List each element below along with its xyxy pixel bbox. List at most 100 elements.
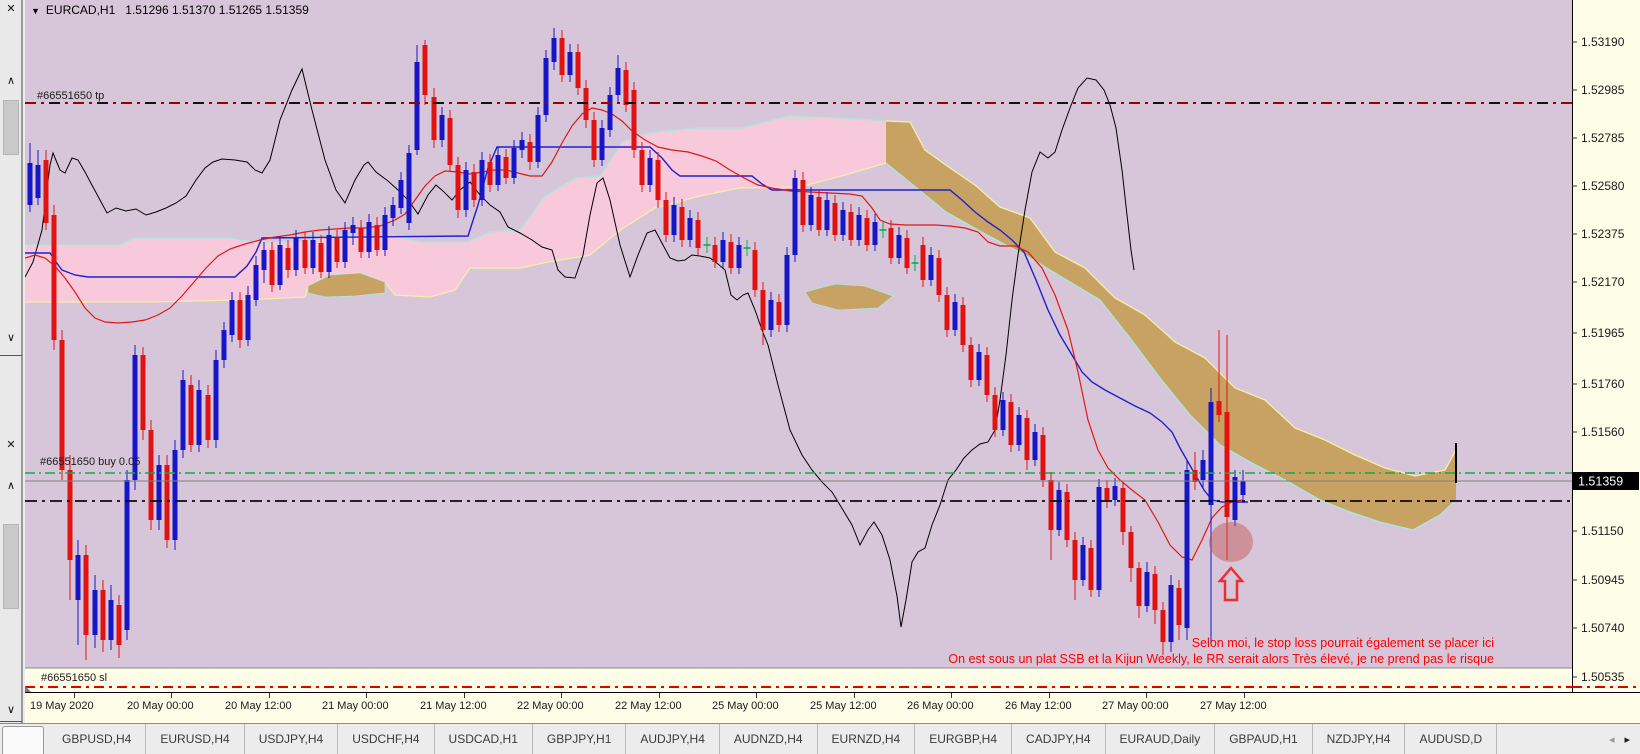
symbol-tab-cadjpy-h4[interactable]: CADJPY,H4: [1012, 724, 1106, 754]
highlight-circle: [1209, 522, 1253, 562]
symbol-tab-gbpjpy-h1[interactable]: GBPJPY,H1: [533, 724, 627, 754]
close-icon[interactable]: ✕: [2, 438, 20, 453]
kijun-sen-line: [25, 146, 1248, 503]
candle-body: [237, 300, 243, 340]
candle-body: [1016, 415, 1022, 445]
price-chart-canvas[interactable]: [25, 0, 1572, 692]
price-tick-label: 1.51150: [1581, 524, 1624, 538]
candle-body: [188, 385, 194, 445]
candle-body: [832, 203, 838, 235]
tab-scroll-right-icon[interactable]: ▸: [1624, 733, 1630, 746]
candle-body: [342, 230, 348, 262]
time-tick: [951, 693, 952, 698]
candle-body: [43, 160, 49, 223]
candle-body: [495, 155, 501, 185]
kumo-cloud-pink: [25, 116, 886, 302]
candle-body: [1040, 435, 1046, 480]
candle-body: [840, 210, 846, 235]
candle-body: [382, 215, 388, 250]
candle-body: [100, 590, 106, 640]
candle-body: [1048, 480, 1054, 530]
symbol-tab-audusd-d[interactable]: AUDUSD,D: [1405, 724, 1498, 754]
candle-body: [800, 180, 806, 225]
price-tick-label: 1.50945: [1581, 573, 1625, 587]
candle-body: [752, 250, 758, 290]
candle-body: [285, 248, 291, 270]
price-tick-label: 1.52170: [1581, 275, 1625, 289]
candle-body: [422, 45, 428, 95]
symbol-tab-gbpusd-h4[interactable]: GBPUSD,H4: [48, 724, 147, 754]
candle-body: [479, 160, 485, 200]
candle-body: [1080, 545, 1086, 580]
current-price-tag-text: 1.51359: [1578, 475, 1623, 489]
candle-body: [293, 238, 299, 270]
symbol-tab-gbpaud-h1[interactable]: GBPAUD,H1: [1215, 724, 1313, 754]
time-tick-label: 19 May 2020: [30, 700, 94, 712]
candle-body: [535, 115, 541, 162]
scroll-up-icon[interactable]: ∧: [2, 74, 20, 89]
candle-body: [196, 390, 202, 445]
symbol-tab-usdjpy-h4[interactable]: USDJPY,H4: [245, 724, 339, 754]
symbol-tab-usdchf-h4[interactable]: USDCHF,H4: [338, 724, 435, 754]
symbol-tab-eurgbp-h4[interactable]: EURGBP,H4: [915, 724, 1013, 754]
candle-body: [992, 395, 998, 430]
candle-body: [1120, 488, 1126, 532]
scrollbar-thumb[interactable]: [3, 524, 19, 609]
candle-body: [736, 245, 742, 268]
panel-divider: [0, 721, 22, 722]
candle-body: [414, 62, 420, 150]
candle-body: [968, 345, 974, 380]
candle-body: [591, 120, 597, 160]
candle-body: [1128, 532, 1134, 568]
scroll-down-icon[interactable]: ∨: [2, 703, 20, 718]
candle-body: [808, 195, 814, 225]
time-tick-label: 20 May 12:00: [225, 700, 292, 712]
price-axis[interactable]: 1.53190 1.52985 1.52785 1.52580 1.52375 1.521…: [1572, 0, 1640, 692]
candle-body: [1032, 432, 1038, 460]
candle-body: [431, 97, 437, 140]
candle-body: [848, 212, 854, 240]
time-tick-label: 22 May 00:00: [517, 700, 584, 712]
candle-body: [559, 38, 565, 75]
candle-body: [615, 68, 621, 95]
candle-body: [59, 340, 65, 470]
symbol-tab-usdcad-h1[interactable]: USDCAD,H1: [435, 724, 533, 754]
candle-body: [132, 355, 138, 480]
time-tick: [561, 693, 562, 698]
close-icon[interactable]: ✕: [2, 2, 20, 17]
active-chart-tab[interactable]: [2, 726, 44, 754]
candle-body: [792, 178, 798, 255]
time-tick-label: 25 May 12:00: [810, 700, 877, 712]
scrollbar-thumb[interactable]: [3, 100, 19, 155]
time-tick: [1146, 693, 1147, 698]
symbol-tab-euraud-daily[interactable]: EURAUD,Daily: [1106, 724, 1216, 754]
time-tick-label: 27 May 12:00: [1200, 700, 1267, 712]
candle-body: [253, 265, 259, 300]
symbol-tab-audnzd-h4[interactable]: AUDNZD,H4: [720, 724, 818, 754]
bottom-margin-strip: [25, 668, 1572, 692]
time-tick: [74, 693, 75, 698]
price-tick-label: 1.52580: [1581, 179, 1625, 193]
symbol-tab-eurnzd-h4[interactable]: EURNZD,H4: [818, 724, 916, 754]
candle-body: [1200, 460, 1206, 480]
candle-body: [543, 58, 549, 115]
candle-body: [976, 352, 982, 380]
candle-body: [221, 330, 227, 360]
scroll-down-icon[interactable]: ∨: [2, 331, 20, 346]
candle-body: [599, 128, 605, 160]
left-dock-sidebar: ✕ ∧ ∨ ✕ ∧ ∨: [0, 0, 23, 723]
symbol-tab-eurusd-h4[interactable]: EURUSD,H4: [146, 724, 245, 754]
symbol-tab-audjpy-h4[interactable]: AUDJPY,H4: [626, 724, 720, 754]
candle-body: [607, 95, 613, 130]
candle-body: [1160, 610, 1166, 642]
symbol-tab-nzdjpy-h4[interactable]: NZDJPY,H4: [1313, 724, 1406, 754]
candle-body: [334, 238, 340, 262]
price-tick-label: 1.51760: [1581, 377, 1625, 391]
candle-body: [277, 245, 283, 285]
scroll-up-icon[interactable]: ∧: [2, 479, 20, 494]
candle-body: [374, 225, 380, 250]
time-axis[interactable]: 19 May 2020 20 May 00:00 20 May 12:00 21 Ma…: [25, 692, 1640, 723]
candle-body: [904, 238, 910, 268]
tab-scroll-left-icon[interactable]: ◂: [1608, 733, 1615, 746]
candle-body: [1168, 585, 1174, 642]
